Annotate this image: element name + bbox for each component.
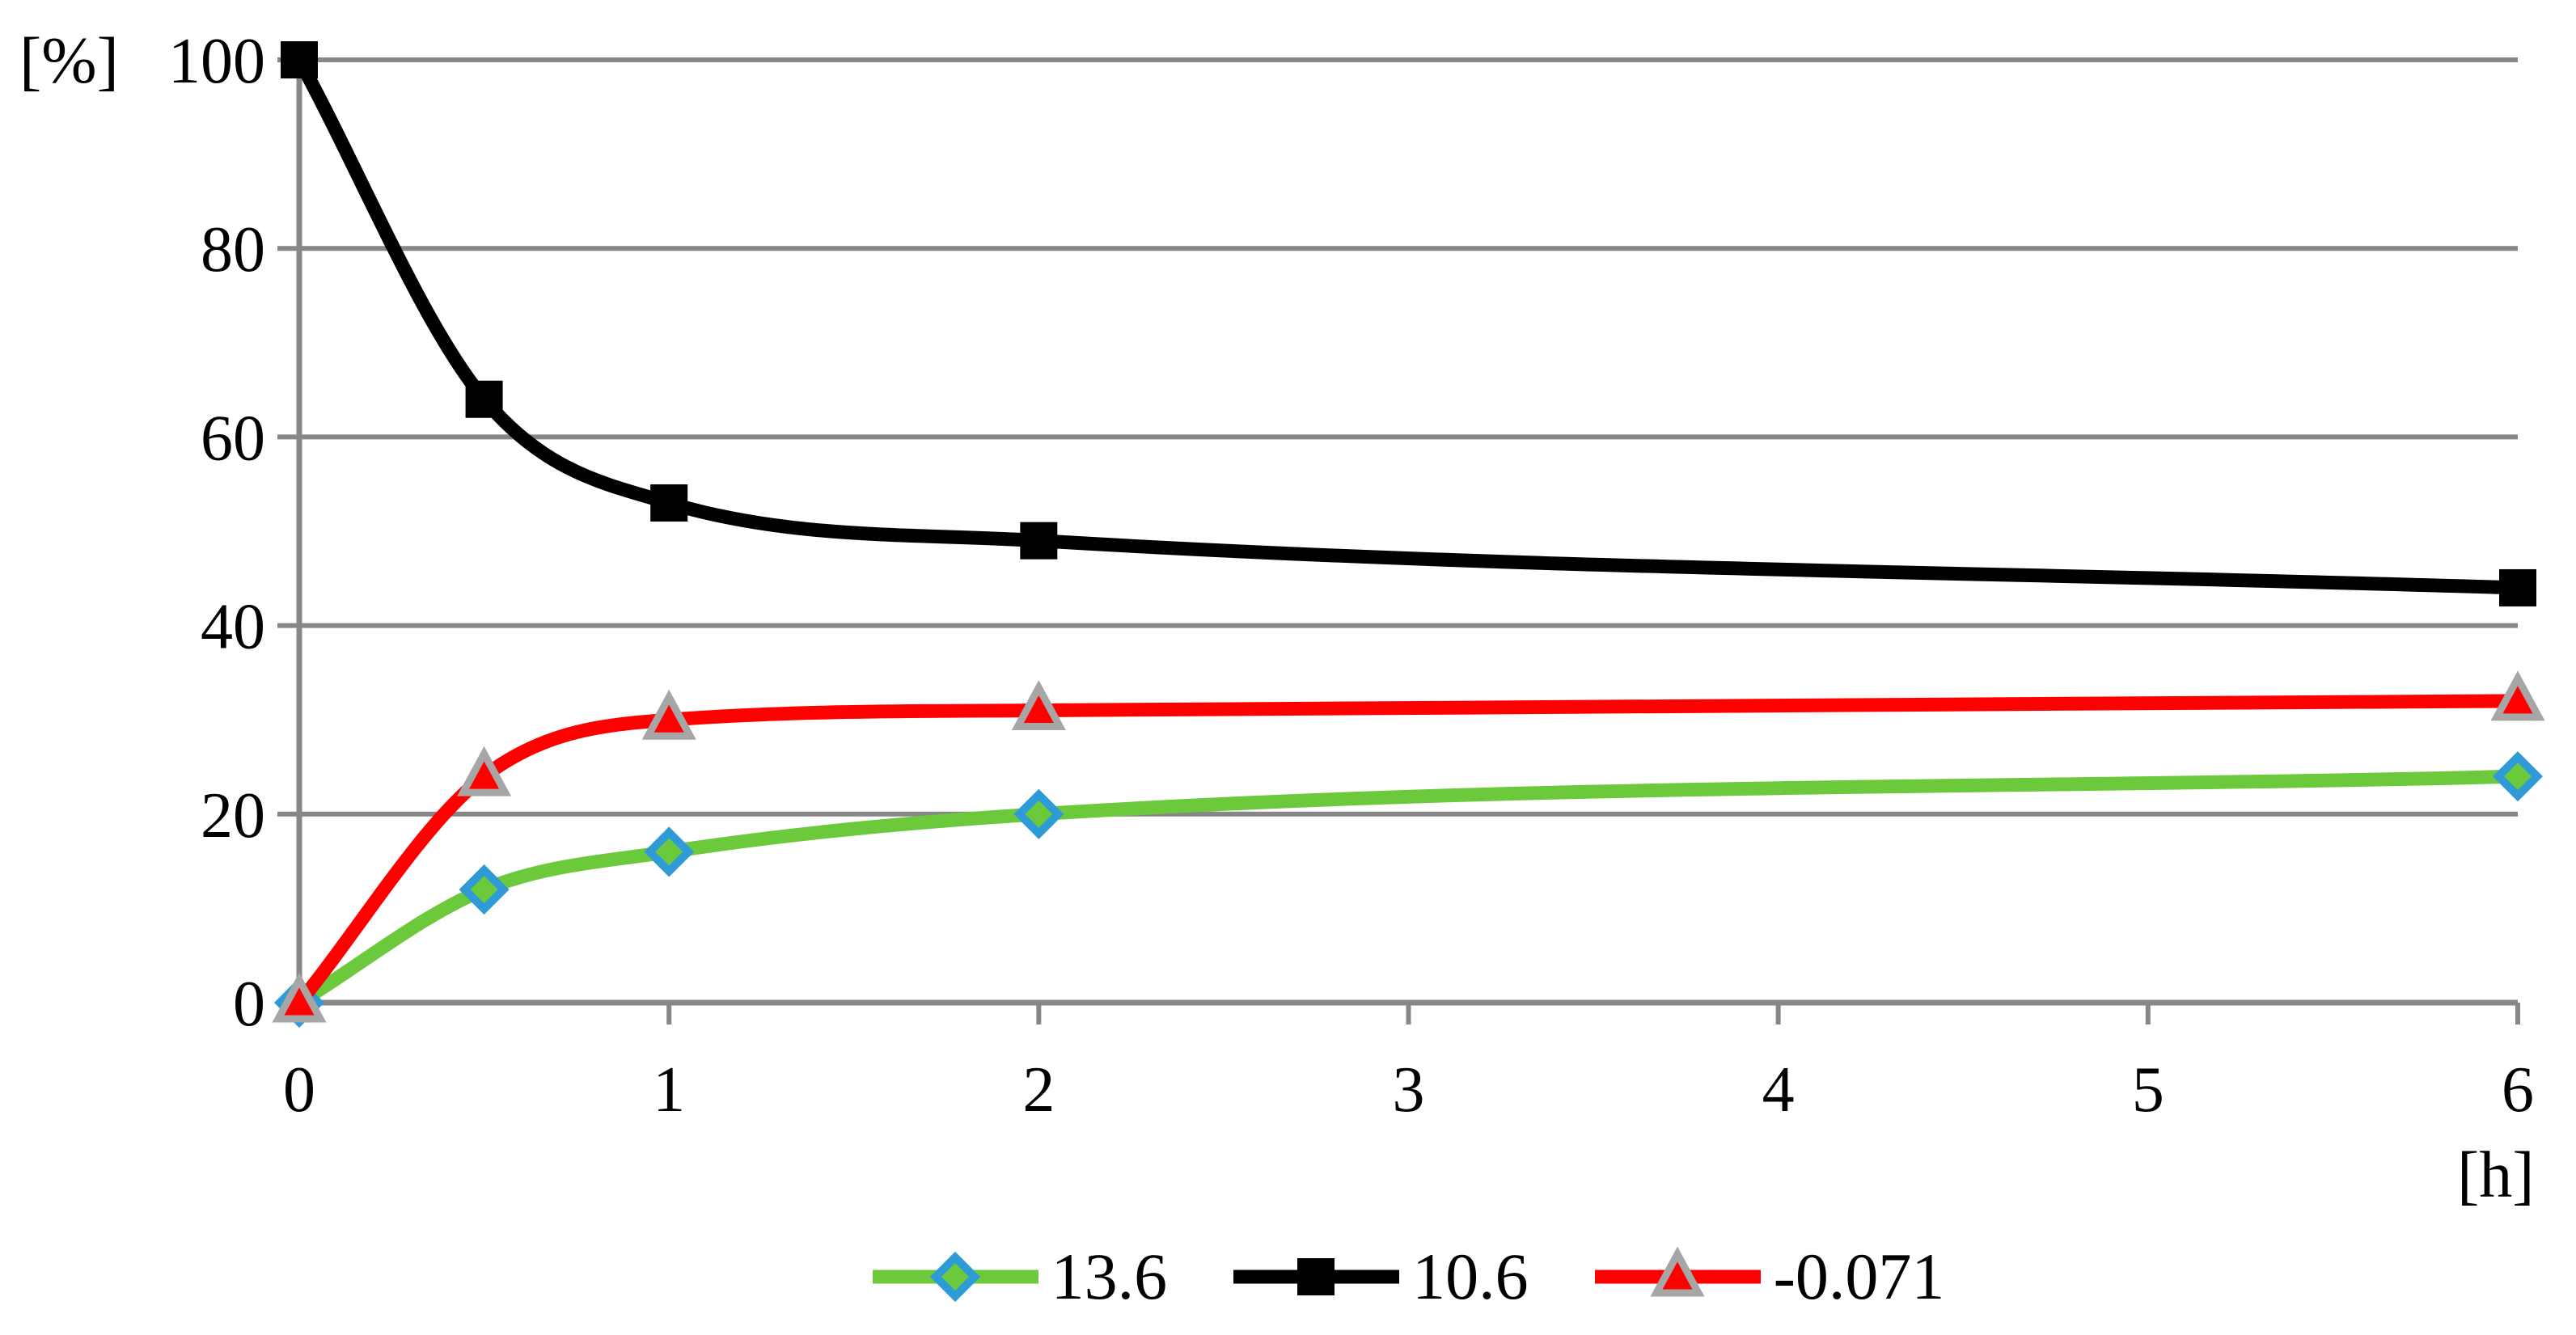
axis-ticks [277, 57, 2520, 1024]
series-square [281, 41, 2536, 606]
data-point-square [2499, 568, 2536, 606]
data-point-square [465, 380, 503, 418]
x-tick-label-5: 5 [2132, 1054, 2164, 1126]
x-tick-labels: 0 1 2 3 4 5 6 [283, 1054, 2534, 1126]
data-point-diamond [644, 826, 695, 877]
y-tick-label-40: 40 [201, 592, 265, 663]
data-point-triangle [457, 746, 512, 796]
x-tick-label-0: 0 [283, 1054, 315, 1126]
y-tick-labels: 0 20 40 60 80 100 [168, 26, 265, 1040]
legend-swatch-triangle-icon [1594, 1246, 1761, 1297]
x-tick-label-4: 4 [1762, 1054, 1795, 1126]
legend-item-green-diamond: 13.6 [872, 1240, 1168, 1313]
series-triangle [272, 670, 2545, 1023]
legend-swatch-diamond-icon [872, 1251, 1038, 1303]
series-line-diamond [292, 769, 2525, 1010]
x-axis-unit-label: [h] [2457, 1138, 2535, 1211]
legend-swatch-square-icon [1233, 1258, 1400, 1295]
data-point-square [650, 484, 688, 522]
data-point-triangle [1650, 1246, 1705, 1297]
data-point-triangle [2490, 670, 2545, 721]
legend-item-black-square: 10.6 [1233, 1240, 1529, 1313]
data-point-diamond [2492, 751, 2544, 802]
series-diamond [273, 751, 2544, 1029]
data-point-diamond [929, 1251, 980, 1303]
x-tick-label-3: 3 [1393, 1054, 1425, 1126]
data-point-square [1297, 1258, 1335, 1295]
y-tick-label-60: 60 [201, 403, 265, 474]
x-tick-label-6: 6 [2502, 1054, 2534, 1126]
data-point-triangle [1011, 680, 1066, 731]
data-point-square [281, 41, 318, 78]
data-point-diamond [1013, 788, 1064, 839]
y-tick-label-20: 20 [201, 780, 265, 851]
legend-label: 10.6 [1412, 1240, 1529, 1313]
y-axis-unit-label: [%] [19, 23, 119, 97]
y-tick-label-100: 100 [168, 26, 265, 97]
legend: 13.6 10.6 -0.071 [299, 1240, 2518, 1313]
x-tick-label-2: 2 [1022, 1054, 1055, 1126]
legend-label: -0.071 [1773, 1240, 1945, 1313]
data-point-triangle [272, 972, 327, 1023]
legend-label: 13.6 [1051, 1240, 1168, 1313]
x-tick-label-1: 1 [653, 1054, 685, 1126]
legend-item-red-triangle: -0.071 [1594, 1240, 1945, 1313]
series-line-square [292, 53, 2525, 595]
data-point-triangle [641, 689, 696, 740]
y-tick-label-80: 80 [201, 214, 265, 285]
data-point-diamond [459, 864, 510, 915]
y-tick-label-0: 0 [233, 969, 265, 1040]
data-point-square [1020, 522, 1058, 560]
axes [296, 60, 2518, 1006]
series-line-triangle [292, 694, 2525, 1010]
